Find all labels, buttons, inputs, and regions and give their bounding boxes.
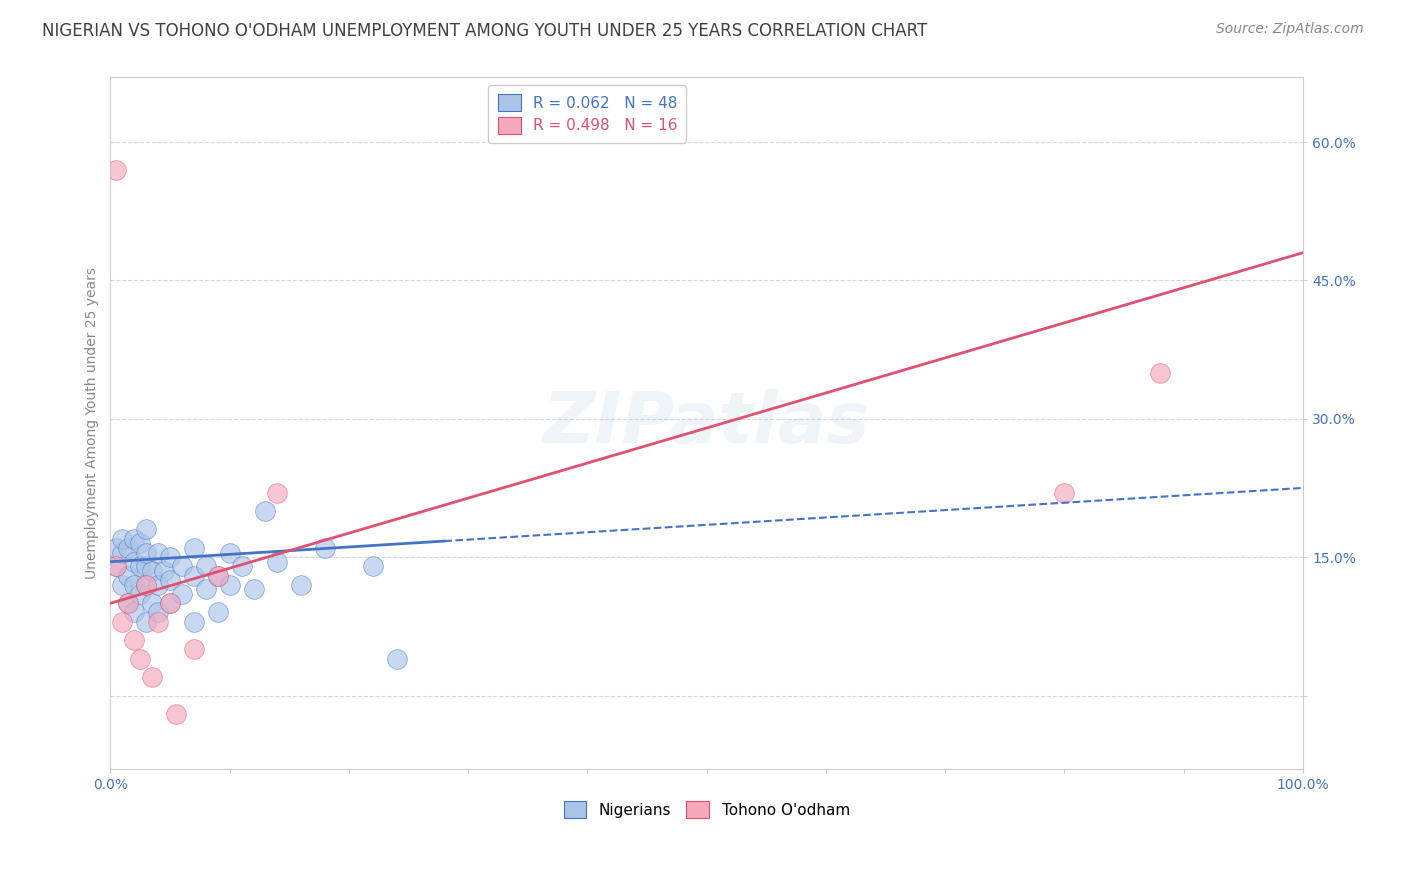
Point [159,596,181,610]
Text: Source: ZipAtlas.com: Source: ZipAtlas.com [1216,22,1364,37]
Point [159,550,181,565]
Point [129,587,152,601]
Point [254,504,277,518]
Legend: Nigerians, Tohono O'odham: Nigerians, Tohono O'odham [557,795,856,824]
Point [314,541,336,555]
Text: ZIPatlas: ZIPatlas [543,389,870,458]
Point [135,578,157,592]
Point [146,606,169,620]
Point [135,578,157,592]
Point [146,578,169,592]
Point [122,606,145,620]
Point [129,559,152,574]
Point [266,555,288,569]
Point [135,523,157,537]
Point [183,615,205,629]
Point [242,582,264,597]
Point [170,587,193,601]
Point [111,615,134,629]
Point [385,651,408,665]
Point [290,578,312,592]
Point [135,545,157,559]
Point [361,559,384,574]
Point [105,162,128,177]
Point [165,706,187,721]
Point [129,651,152,665]
Point [111,532,134,546]
Point [135,559,157,574]
Point [117,568,139,582]
Point [141,564,163,578]
Point [111,578,134,592]
Point [105,541,128,555]
Point [122,578,145,592]
Point [111,545,134,559]
Point [122,555,145,569]
Point [122,532,145,546]
Point [117,596,139,610]
Point [207,606,229,620]
Point [170,559,193,574]
Point [194,559,217,574]
Point [159,596,181,610]
Text: NIGERIAN VS TOHONO O'ODHAM UNEMPLOYMENT AMONG YOUTH UNDER 25 YEARS CORRELATION C: NIGERIAN VS TOHONO O'ODHAM UNEMPLOYMENT … [42,22,928,40]
Point [218,578,240,592]
Point [146,615,169,629]
Point [207,568,229,582]
Point [183,642,205,657]
Point [105,559,128,574]
Point [207,568,229,582]
Point [135,615,157,629]
Point [1149,366,1171,380]
Point [159,573,181,587]
Point [183,568,205,582]
Point [117,596,139,610]
Point [129,536,152,550]
Point [122,633,145,648]
Point [194,582,217,597]
Point [231,559,253,574]
Point [1053,485,1076,500]
Point [183,541,205,555]
Y-axis label: Unemployment Among Youth under 25 years: Unemployment Among Youth under 25 years [86,268,100,580]
Point [266,485,288,500]
Point [146,545,169,559]
Point [141,670,163,684]
Point [105,559,128,574]
Point [141,596,163,610]
Point [218,545,240,559]
Point [153,564,176,578]
Point [117,541,139,555]
